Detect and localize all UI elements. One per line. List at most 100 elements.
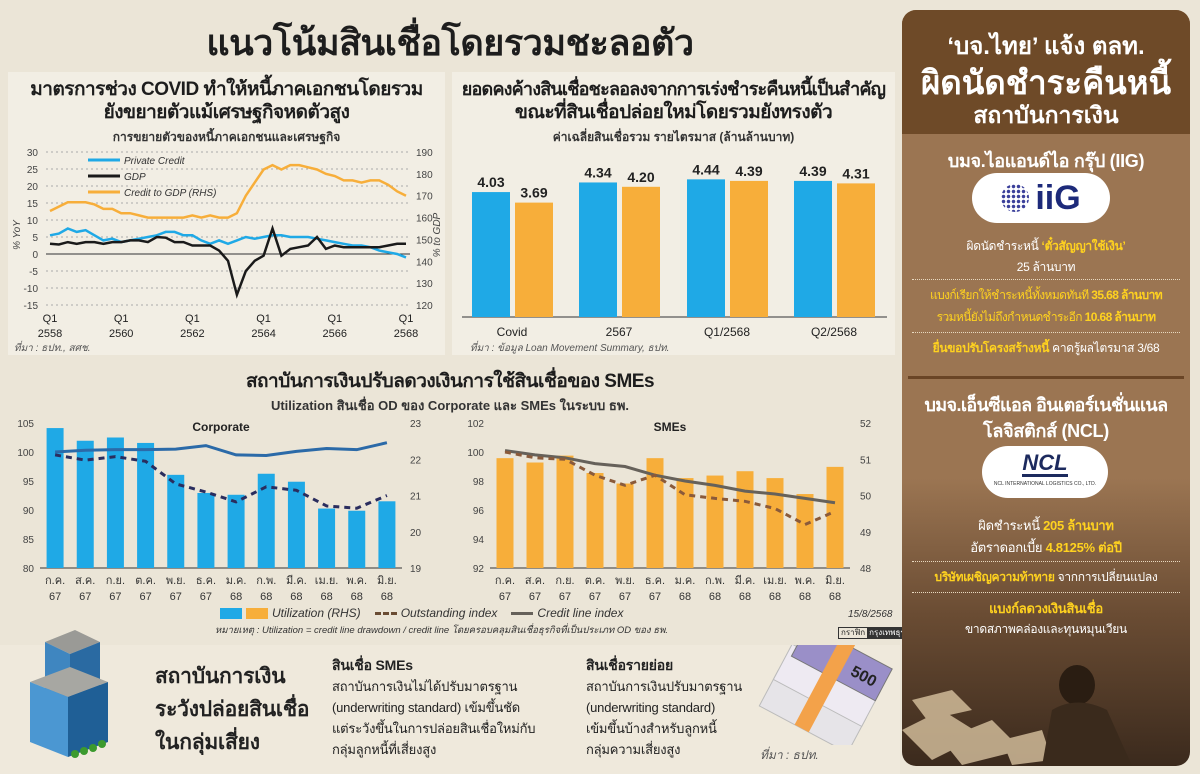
y-tick-label: 92 xyxy=(473,564,485,575)
highlight: บริษัทเผชิญความท้าทาย xyxy=(934,570,1055,584)
year-label: 67 xyxy=(200,591,212,603)
month-label: พ.ย. xyxy=(615,575,635,587)
bar xyxy=(622,186,660,317)
ncl-line-5: ขาดสภาพคล่องและทุนหมุนเวียน xyxy=(965,622,1127,636)
bar xyxy=(472,192,510,317)
y-tick-label: 98 xyxy=(473,477,485,488)
credit-line-index-line xyxy=(504,449,836,505)
y2-tick-label: 51 xyxy=(860,455,872,466)
corporate-utilization-chart: Corporate 105 100 95 90 85 80 23 22 21 20 19 ก.ค. 67 ส… xyxy=(17,419,422,603)
sme-line: สถาบันการเงินไม่ได้ปรับมาตรฐาน xyxy=(332,679,518,694)
text: แบงก์เรียกให้ชำระหนี้ทั้งหมดทันที xyxy=(929,288,1092,302)
y-tick-label: 100 xyxy=(17,448,34,459)
utilization-bar xyxy=(796,494,814,568)
ncl-line-4: แบงก์ลดวงเงินสินเชื่อ xyxy=(989,601,1103,616)
bar-value-label: 3.69 xyxy=(520,185,547,201)
utilization-bar xyxy=(378,501,396,568)
retail-credit-block: สินเชื่อรายย่อย สถาบันการเงินปรับมาตรฐาน… xyxy=(586,655,742,760)
month-label: พ.ค. xyxy=(346,575,367,587)
panel3-legend: Utilization (RHS) Outstanding index Cred… xyxy=(220,606,623,620)
category-label: Q1/2568 xyxy=(704,325,750,339)
year-label: 67 xyxy=(49,591,61,603)
legend-label: GDP xyxy=(124,172,146,183)
utilization-bar xyxy=(586,473,604,568)
bar-value-label: 4.31 xyxy=(842,165,869,181)
year-label: 67 xyxy=(499,591,511,603)
bottom-source: ที่มา : ธปท. xyxy=(760,748,819,762)
y2-tick-label: 130 xyxy=(416,279,433,290)
utilization-bar xyxy=(676,478,694,568)
iig-line-4: รวมหนี้ยังไม่ถึงกำหนดชำระอีก 10.68 ล้านบ… xyxy=(902,308,1190,327)
y2-tick-label: 50 xyxy=(860,492,872,503)
ncl-line-3: บริษัทเผชิญความท้าทาย จากการเปลี่ยนแปลง xyxy=(902,568,1190,587)
utilization-bar xyxy=(556,455,574,568)
legend-label: Private Credit xyxy=(124,156,186,167)
utilization-bar xyxy=(348,510,366,568)
month-label: ธ.ค. xyxy=(196,575,216,587)
year-label: 67 xyxy=(170,591,182,603)
y2-tick-label: 21 xyxy=(410,492,422,503)
panel1-source: ที่มา : ธปท., สศช. xyxy=(14,343,91,354)
iig-logo: iiG xyxy=(972,173,1110,223)
sme-line: (underwriting standard) เข้มขึ้นชัด xyxy=(332,700,521,715)
credit-brand: กรุงเทพธุรกิจ xyxy=(867,628,917,638)
x-tick-quarter: Q1 xyxy=(114,313,129,325)
year-label: 68 xyxy=(769,591,781,603)
month-label: พ.ย. xyxy=(166,575,186,587)
retail-line: (underwriting standard) xyxy=(586,700,716,715)
retail-line: สถาบันการเงินปรับมาตรฐาน xyxy=(586,679,743,694)
year-label: 68 xyxy=(381,591,393,603)
year-label: 68 xyxy=(829,591,841,603)
panel2-source: ที่มา : ข้อมูล Loan Movement Summary, ธป… xyxy=(470,343,670,354)
y2-tick-label: 190 xyxy=(416,148,433,159)
y2-tick-label: 48 xyxy=(860,564,872,575)
y-tick-label: -10 xyxy=(24,284,39,295)
month-label: ก.ย. xyxy=(555,575,574,587)
bar xyxy=(794,180,832,317)
y2-tick-label: 160 xyxy=(416,214,433,225)
year-label: 68 xyxy=(739,591,751,603)
utilization-bar xyxy=(706,475,724,568)
y-tick-label: 96 xyxy=(473,506,485,517)
year-label: 68 xyxy=(799,591,811,603)
credit-line-index-line xyxy=(54,441,388,457)
x-tick-year: 2568 xyxy=(394,328,418,340)
sme-utilization-chart: SMEs 102 100 98 96 94 92 52 51 50 49 48 ก.ค. 67 ส.ค. 67… xyxy=(467,419,872,603)
bottom-band xyxy=(0,645,900,774)
panel3-note: หมายเหตุ : Utilization = credit line dra… xyxy=(215,625,668,636)
x-tick-quarter: Q1 xyxy=(256,313,271,325)
highlight: ‘ตั๋วสัญญาใช้เงิน’ xyxy=(1041,239,1126,253)
iig-line-5: ยื่นขอปรับโครงสร้างหนี้ คาดรู้ผลไตรมาส 3… xyxy=(902,339,1190,358)
x-tick-year: 2562 xyxy=(180,328,204,340)
y-tick-label: 85 xyxy=(23,535,35,546)
banknote-stack-icon: 500 xyxy=(758,645,893,745)
utilization-bar xyxy=(76,440,94,568)
y2-tick-label: 180 xyxy=(416,170,433,181)
utilization-bar xyxy=(616,483,634,568)
legend-swatch-orange xyxy=(246,607,268,619)
y2-tick-label: 19 xyxy=(410,564,422,575)
year-label: 68 xyxy=(290,591,302,603)
outstanding-index-line xyxy=(504,450,836,527)
legend-credit-line: Credit line index xyxy=(537,606,624,620)
headline-line: สถาบันการเงิน xyxy=(155,665,286,688)
headline-line: ระวังปล่อยสินเชื่อ xyxy=(155,698,310,721)
y-tick-label: 80 xyxy=(23,564,35,575)
y-axis-label: % YoY xyxy=(12,219,23,250)
utilization-bar xyxy=(257,473,275,568)
year-label: 68 xyxy=(351,591,363,603)
y-tick-label: 20 xyxy=(27,182,39,193)
panel3-subtitle: Utilization สินเชื่อ OD ของ Corporate แล… xyxy=(270,398,630,413)
year-label: 68 xyxy=(320,591,332,603)
utilization-bar xyxy=(46,428,64,568)
legend-swatch-blue xyxy=(220,607,242,619)
iig-line-2: 25 ล้านบาท xyxy=(1016,260,1076,274)
text: จากการเปลี่ยนแปลง xyxy=(1054,570,1158,584)
y2-tick-label: 49 xyxy=(860,528,872,539)
bar xyxy=(730,180,768,317)
divider xyxy=(912,279,1180,280)
bar xyxy=(515,202,553,317)
ncl-logo-subtitle: NCL INTERNATIONAL LOGISTICS CO., LTD. xyxy=(993,481,1097,487)
year-label: 68 xyxy=(679,591,691,603)
loan-average-bar-chart: 4.03 3.69 Covid 4.34 4.20 2567 4.44 4.39 Q1/2568… xyxy=(462,161,887,339)
